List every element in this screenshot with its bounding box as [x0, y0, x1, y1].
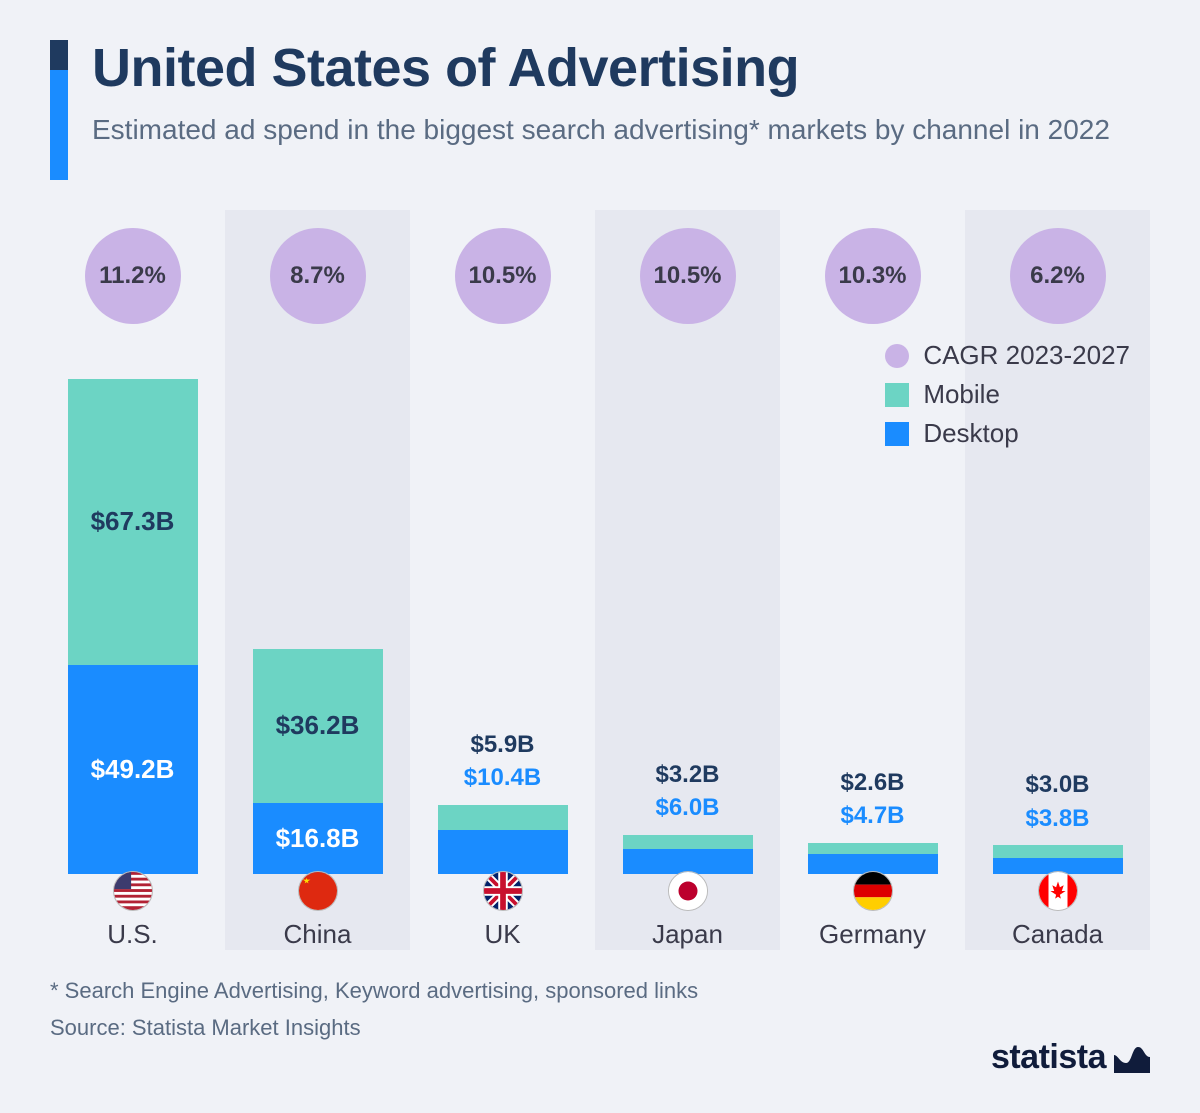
- flag-icon: [298, 871, 338, 911]
- legend-item: CAGR 2023-2027: [885, 340, 1130, 371]
- bar-stack-wrap: $2.6B$4.7B: [808, 766, 938, 874]
- country-label-row: Japan: [595, 871, 780, 950]
- bar-stack: $16.8B$36.2B: [253, 649, 383, 874]
- bar-stack: [438, 805, 568, 874]
- legend-item: Desktop: [885, 418, 1130, 449]
- bar-stack-wrap: $5.9B$10.4B: [438, 728, 568, 874]
- labels-above: $3.0B$3.8B: [993, 768, 1123, 835]
- country-column: 6.2% $3.0B$3.8B Canada: [965, 210, 1150, 950]
- country-column: 10.3% $2.6B$4.7B Germany: [780, 210, 965, 950]
- country-label-row: U.S.: [40, 871, 225, 950]
- bar-stack-wrap: $3.2B$6.0B: [623, 758, 753, 874]
- cagr-circle: 10.5%: [455, 228, 551, 324]
- mobile-segment: [808, 843, 938, 854]
- legend-swatch-icon: [885, 344, 909, 368]
- flag-icon: [1038, 871, 1078, 911]
- legend: CAGR 2023-2027 Mobile Desktop: [885, 340, 1130, 457]
- mobile-segment: [623, 835, 753, 849]
- footer: * Search Engine Advertising, Keyword adv…: [50, 972, 1150, 1047]
- legend-swatch-icon: [885, 422, 909, 446]
- mobile-value-label: $3.0B: [993, 768, 1123, 802]
- labels-above: $2.6B$4.7B: [808, 766, 938, 833]
- country-name: Canada: [1012, 919, 1103, 950]
- page-title: United States of Advertising: [92, 40, 1150, 97]
- source-line: Source: Statista Market Insights: [50, 1009, 1150, 1046]
- logo-mark-icon: [1114, 1043, 1150, 1073]
- cagr-circle: 6.2%: [1010, 228, 1106, 324]
- country-column: 8.7% $16.8B$36.2B China: [225, 210, 410, 950]
- flag-icon: [483, 871, 523, 911]
- bar-stack: $49.2B$67.3B: [68, 379, 198, 874]
- accent-bar-top: [50, 40, 68, 70]
- footnote: * Search Engine Advertising, Keyword adv…: [50, 972, 1150, 1009]
- country-name: UK: [484, 919, 520, 950]
- bar-stack-wrap: $16.8B$36.2B: [253, 649, 383, 874]
- legend-label: Mobile: [923, 379, 1000, 410]
- logo-text: statista: [991, 1038, 1106, 1077]
- mobile-segment: [993, 845, 1123, 858]
- country-name: Japan: [652, 919, 723, 950]
- bar-stack-wrap: $49.2B$67.3B: [68, 379, 198, 874]
- statista-logo: statista: [991, 1038, 1150, 1077]
- header: United States of Advertising Estimated a…: [50, 40, 1150, 180]
- bar-stack-wrap: $3.0B$3.8B: [993, 768, 1123, 874]
- accent-bar-icon: [50, 40, 68, 180]
- legend-item: Mobile: [885, 379, 1130, 410]
- country-label-row: Canada: [965, 871, 1150, 950]
- labels-above: $5.9B$10.4B: [438, 728, 568, 795]
- legend-label: Desktop: [923, 418, 1018, 449]
- bar-stack: [808, 843, 938, 874]
- mobile-value-label: $5.9B: [438, 728, 568, 762]
- country-label-row: UK: [410, 871, 595, 950]
- desktop-segment: $49.2B: [68, 665, 198, 874]
- country-name: U.S.: [107, 919, 158, 950]
- chart-area: 11.2% $49.2B$67.3B U.S. 8.7% $16.8B$36.2B Chi…: [40, 210, 1150, 950]
- flag-icon: [668, 871, 708, 911]
- mobile-segment: $67.3B: [68, 379, 198, 665]
- country-column: 10.5% $5.9B$10.4B UK: [410, 210, 595, 950]
- desktop-value-label: $3.8B: [993, 802, 1123, 836]
- mobile-segment: [438, 805, 568, 830]
- flag-icon: [853, 871, 893, 911]
- cagr-circle: 8.7%: [270, 228, 366, 324]
- flag-icon: [113, 871, 153, 911]
- desktop-segment: $16.8B: [253, 803, 383, 874]
- country-name: China: [284, 919, 352, 950]
- mobile-value-label: $2.6B: [808, 766, 938, 800]
- cagr-circle: 10.3%: [825, 228, 921, 324]
- bar-stack: [993, 845, 1123, 874]
- desktop-value-label: $4.7B: [808, 799, 938, 833]
- legend-swatch-icon: [885, 383, 909, 407]
- country-label-row: Germany: [780, 871, 965, 950]
- page-subtitle: Estimated ad spend in the biggest search…: [92, 111, 1150, 149]
- cagr-circle: 11.2%: [85, 228, 181, 324]
- country-column: 10.5% $3.2B$6.0B Japan: [595, 210, 780, 950]
- desktop-value-label: $6.0B: [623, 791, 753, 825]
- country-label-row: China: [225, 871, 410, 950]
- bar-stack: [623, 835, 753, 874]
- accent-bar-bottom: [50, 70, 68, 180]
- country-column: 11.2% $49.2B$67.3B U.S.: [40, 210, 225, 950]
- desktop-value-label: $10.4B: [438, 761, 568, 795]
- country-name: Germany: [819, 919, 926, 950]
- desktop-segment: [438, 830, 568, 874]
- mobile-value-label: $3.2B: [623, 758, 753, 792]
- cagr-circle: 10.5%: [640, 228, 736, 324]
- mobile-segment: $36.2B: [253, 649, 383, 803]
- labels-above: $3.2B$6.0B: [623, 758, 753, 825]
- legend-label: CAGR 2023-2027: [923, 340, 1130, 371]
